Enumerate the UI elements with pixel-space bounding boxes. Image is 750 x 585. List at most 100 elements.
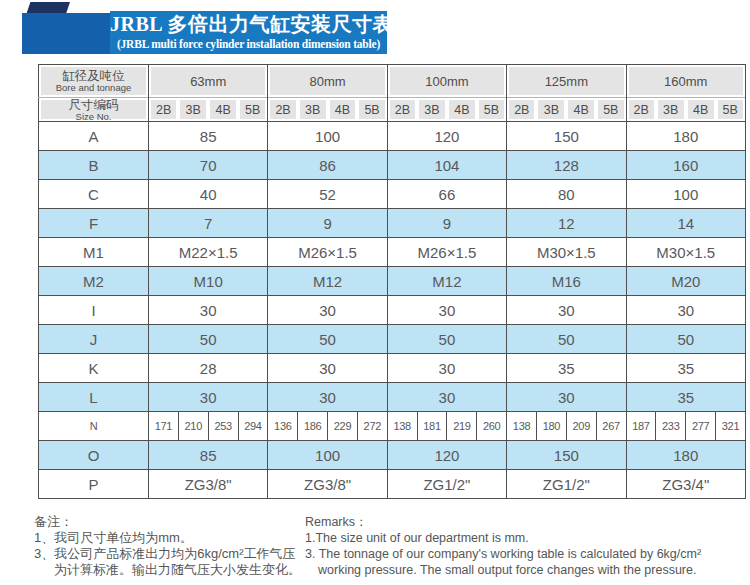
header-size-code-cell: 4B (328, 98, 358, 122)
table-cell: 30 (268, 354, 387, 383)
table-cell: 85 (149, 122, 268, 151)
header-size-code-cell: 4B (447, 98, 477, 122)
header-size-code-cell: 5B (477, 98, 507, 122)
row-label: M1 (39, 238, 149, 267)
table-header-row-size-code: 尺寸编码Size No.2B3B4B5B2B3B4B5B2B3B4B5B2B3B… (39, 98, 746, 122)
header-bore-cell: 80mm (268, 65, 387, 98)
table-cell: M30×1.5 (507, 238, 626, 267)
remarks-zh-line: 3、我公司产品标准出力均为6kg/cm²工作气压 (34, 546, 301, 562)
table-cell: M30×1.5 (626, 238, 746, 267)
dimension-table: 缸径及吨位Bore and tonnage63mm80mm100mm125mm1… (38, 64, 746, 499)
table-cell: 321 (716, 412, 746, 441)
header-size-no-en: Size No. (76, 112, 112, 122)
table-cell: 171 (149, 412, 179, 441)
table-cell: ZG1/2" (387, 470, 506, 499)
table-cell: 180 (626, 122, 746, 151)
header-bore-label: 63mm (190, 74, 226, 89)
header-bore-label: 100mm (425, 74, 468, 89)
table-cell: 7 (149, 209, 268, 238)
table-cell: M26×1.5 (268, 238, 387, 267)
table-cell: 277 (686, 412, 716, 441)
header-bore-label: 160mm (664, 74, 707, 89)
table-row-M1: M1M22×1.5M26×1.5M26×1.5M30×1.5M30×1.5 (39, 238, 746, 267)
table-cell: 50 (387, 325, 506, 354)
header-bore-cell: 160mm (626, 65, 746, 98)
table-cell: 138 (387, 412, 417, 441)
header-size-code-cell: 2B (626, 98, 656, 122)
header-bore-cell: 125mm (507, 65, 626, 98)
row-label: B (39, 151, 149, 180)
table-row-A: A85100120150180 (39, 122, 746, 151)
header-size-no-cell: 尺寸编码Size No. (39, 98, 149, 122)
table-cell: 181 (417, 412, 447, 441)
header-size-code-label: 2B (275, 103, 290, 117)
table-cell: 40 (149, 180, 268, 209)
header-size-code-label: 5B (723, 103, 738, 117)
table-cell: 30 (268, 296, 387, 325)
row-label: N (39, 412, 149, 441)
header-size-code-label: 5B (603, 103, 618, 117)
table-cell: 30 (626, 296, 746, 325)
table-row-B: B7086104128160 (39, 151, 746, 180)
table-cell: 150 (507, 122, 626, 151)
table-cell: 180 (626, 441, 746, 470)
page-subtitle: (JRBL multi force cylinder installation … (110, 37, 387, 51)
table-cell: 80 (507, 180, 626, 209)
header-size-code-cell: 4B (566, 98, 596, 122)
table-cell: 219 (447, 412, 477, 441)
table-cell: 14 (626, 209, 746, 238)
table-row-K: K2830303535 (39, 354, 746, 383)
header-size-code-cell: 2B (149, 98, 179, 122)
row-label: M2 (39, 267, 149, 296)
table-cell: 50 (507, 325, 626, 354)
header-bore-cell: 100mm (387, 65, 506, 98)
table-cell: 253 (208, 412, 238, 441)
table-cell: 150 (507, 441, 626, 470)
header-size-code-cell: 2B (268, 98, 298, 122)
table-cell: 186 (298, 412, 328, 441)
header-size-code-label: 4B (693, 103, 708, 117)
table-cell: 138 (507, 412, 537, 441)
row-label: I (39, 296, 149, 325)
table-row-C: C40526680100 (39, 180, 746, 209)
table-cell: 120 (387, 122, 506, 151)
table-cell: 104 (387, 151, 506, 180)
header-size-code-cell: 2B (507, 98, 537, 122)
header-bore-cell: 63mm (149, 65, 268, 98)
table-cell: 272 (357, 412, 387, 441)
header-bore-tonnage-en: Bore and tonnage (56, 83, 132, 93)
table-cell: 294 (238, 412, 268, 441)
table-cell: 128 (507, 151, 626, 180)
header-size-code-label: 2B (514, 103, 529, 117)
table-row-O: O85100120150180 (39, 441, 746, 470)
table-cell: M22×1.5 (149, 238, 268, 267)
remarks-chinese: 备注： 1、我司尺寸单位均为mm。 3、我公司产品标准出力均为6kg/cm²工作… (34, 514, 301, 578)
header-bore-tonnage-cell: 缸径及吨位Bore and tonnage (39, 65, 149, 98)
header-size-code-label: 3B (186, 103, 201, 117)
header-bore-tonnage-zh: 缸径及吨位 (62, 69, 125, 83)
row-label: C (39, 180, 149, 209)
page-title: JRBL 多倍出力气缸安装尺寸表 (110, 12, 387, 37)
header-size-code-cell: 2B (387, 98, 417, 122)
header-size-code-label: 5B (364, 103, 379, 117)
header-size-code-label: 4B (574, 103, 589, 117)
table-cell: 30 (507, 296, 626, 325)
table-row-I: I3030303030 (39, 296, 746, 325)
table-cell: ZG3/8" (149, 470, 268, 499)
header-size-code-cell: 3B (178, 98, 208, 122)
banner: JRBL 多倍出力气缸安装尺寸表 (JRBL multi force cylin… (110, 11, 387, 54)
table-cell: 66 (387, 180, 506, 209)
header-size-code-label: 4B (454, 103, 469, 117)
table-cell: 209 (566, 412, 596, 441)
table-cell: 30 (268, 383, 387, 412)
row-label: F (39, 209, 149, 238)
remarks-zh-line: 1、我司尺寸单位均为mm。 (34, 530, 301, 546)
header-banner-area: JRBL 多倍出力气缸安装尺寸表 (JRBL multi force cylin… (0, 0, 750, 60)
table-cell: 30 (149, 383, 268, 412)
table-cell: 136 (268, 412, 298, 441)
table-cell: M12 (387, 267, 506, 296)
table-cell: 35 (626, 354, 746, 383)
header-size-code-cell: 4B (208, 98, 238, 122)
table-cell: ZG3/4" (626, 470, 746, 499)
header-size-code-label: 5B (245, 103, 260, 117)
